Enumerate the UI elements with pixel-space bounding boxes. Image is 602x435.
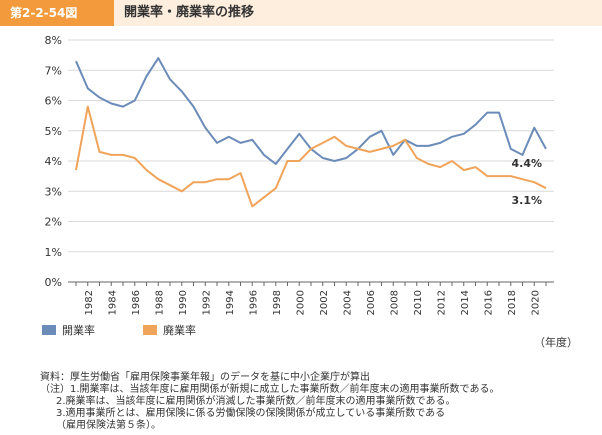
y-axis-ticks: 0% 1% 2% 3% 4% 5% 6% 7% 8% [45,34,62,289]
x-tick-label: 2010 [413,290,424,315]
y-tick-label: 3% [45,185,62,198]
x-tick-label: 1998 [272,290,283,315]
note-2: 2.廃業率は、当該年度に雇用関係が消滅した事業所数／前年度末の適用事業所数である… [56,396,456,407]
chart-series [75,57,547,208]
figure-header: 第2-2-54図 開業率・廃業率の推移 [0,0,602,26]
x-tick-label: 2008 [389,290,400,315]
note-source: 資料：厚生労働省「雇用保険事業年報」のデータを基に中小企業庁が算出 [40,372,370,383]
legend-item-opening: 開業率 [42,322,95,338]
legend-item-closing: 廃業率 [143,322,196,338]
x-tick-label: 1986 [131,290,142,315]
x-tick-label: 1982 [84,290,95,315]
chart-notes: 資料：厚生労働省「雇用保険事業年報」のデータを基に中小企業庁が算出 （注）1.開… [40,372,499,432]
note-3: 3.適用事業所とは、雇用保険に係る労働保険の保険関係が成立している事業所数である [56,408,446,419]
y-tick-label: 2% [45,216,62,229]
y-tick-label: 0% [45,276,62,289]
end-value-label: 4.4% [511,157,542,170]
x-tick-label: 1992 [201,290,212,315]
x-tick-label: 1996 [248,290,259,315]
x-tick-label: 2002 [319,290,330,315]
x-axis: 1982 1984 1986 1988 1990 1992 1994 1996 1998 2000… [68,281,554,315]
chart-annotations: 4.4% 3.1% [511,157,542,207]
legend-swatch-opening [42,325,56,335]
chart-legend: 開業率 廃業率 [42,322,244,338]
end-value-label: 3.1% [511,194,542,207]
x-tick-label: 1990 [178,290,189,315]
legend-label-opening: 開業率 [62,324,95,337]
x-tick-label: 2004 [342,290,353,315]
x-tick-label: 2012 [436,290,447,315]
y-tick-label: 7% [45,64,62,77]
y-tick-label: 5% [45,125,62,138]
x-tick-label: 2020 [530,290,541,315]
legend-label-closing: 廃業率 [163,324,196,337]
y-tick-label: 6% [45,95,62,108]
note-1: （注）1.開業率は、当該年度に雇用関係が新規に成立した事業所数／前年度末の適用事… [40,384,500,395]
y-tick-label: 1% [45,246,62,259]
note-4: （雇用保険法第５条）。 [56,420,161,431]
chart-grid [68,39,554,253]
x-tick-label: 1984 [107,290,118,315]
x-tick-label: 2018 [507,290,518,315]
y-tick-label: 4% [45,155,62,168]
figure-title: 開業率・廃業率の推移 [114,0,602,26]
series-line-closing [75,105,547,208]
x-tick-label: 2006 [366,290,377,315]
x-tick-label: 2016 [483,290,494,315]
y-tick-label: 8% [45,34,62,47]
x-tick-label: 2014 [460,290,471,315]
x-tick-label: 2000 [295,290,306,315]
x-axis-label: （年度） [534,336,578,349]
x-tick-label: 1988 [154,290,165,315]
legend-swatch-closing [143,325,157,335]
figure-number: 第2-2-54図 [0,0,114,26]
x-tick-label: 1994 [225,290,236,315]
